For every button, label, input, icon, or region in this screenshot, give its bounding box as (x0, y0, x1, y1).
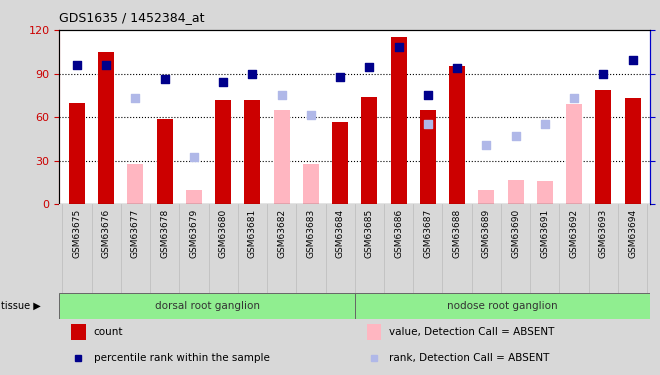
Bar (508, 180, 523, 204)
Bar (98, 52, 114, 204)
Point (393, 45, 404, 51)
Point (452, 65, 463, 71)
Text: count: count (94, 327, 123, 337)
Bar (69, 103, 85, 204)
Text: GSM63678: GSM63678 (160, 209, 169, 258)
Text: value, Detection Call = ABSENT: value, Detection Call = ABSENT (389, 327, 554, 337)
Bar (274, 110, 290, 204)
Text: GSM63676: GSM63676 (102, 209, 111, 258)
Point (364, 64, 375, 70)
Point (569, 95, 579, 101)
Text: GSM63686: GSM63686 (394, 209, 403, 258)
Point (539, 121, 550, 127)
Point (422, 121, 433, 127)
Text: rank, Detection Call = ABSENT: rank, Detection Call = ABSENT (389, 353, 549, 363)
Bar (420, 177, 436, 204)
Bar (355, 292, 650, 319)
Bar (420, 110, 436, 204)
Text: GSM63694: GSM63694 (628, 209, 637, 258)
Text: GSM63692: GSM63692 (570, 209, 579, 258)
Bar (59, 292, 355, 319)
Text: nodose root ganglion: nodose root ganglion (447, 301, 558, 310)
Text: tissue ▶: tissue ▶ (1, 301, 41, 310)
Text: GSM63684: GSM63684 (336, 209, 345, 258)
Bar (332, 122, 348, 204)
Point (72, 62, 82, 68)
Point (218, 80, 228, 86)
Bar (156, 118, 173, 204)
Point (335, 74, 345, 80)
Bar (361, 97, 378, 204)
Text: GSM63685: GSM63685 (365, 209, 374, 258)
Text: GSM63682: GSM63682 (277, 209, 286, 258)
Text: GSM63680: GSM63680 (218, 209, 228, 258)
Point (101, 62, 112, 68)
Bar (391, 37, 407, 204)
Bar (449, 66, 465, 204)
Bar (127, 164, 143, 204)
Text: GSM63679: GSM63679 (189, 209, 199, 258)
Text: GSM63675: GSM63675 (73, 209, 81, 258)
Text: percentile rank within the sample: percentile rank within the sample (94, 353, 269, 363)
Text: GSM63688: GSM63688 (453, 209, 461, 258)
Text: GSM63689: GSM63689 (482, 209, 491, 258)
Text: GSM63687: GSM63687 (423, 209, 432, 258)
Point (189, 154, 199, 160)
Bar (478, 190, 494, 204)
Text: GSM63677: GSM63677 (131, 209, 140, 258)
Point (481, 142, 492, 148)
Text: GDS1635 / 1452384_at: GDS1635 / 1452384_at (59, 11, 205, 24)
Text: GSM63681: GSM63681 (248, 209, 257, 258)
Point (130, 95, 141, 101)
Point (510, 134, 521, 140)
Point (627, 57, 638, 63)
Bar (244, 100, 261, 204)
Text: GSM63690: GSM63690 (511, 209, 520, 258)
Point (422, 92, 433, 98)
Bar (71, 324, 86, 340)
Bar (303, 164, 319, 204)
Bar (215, 100, 231, 204)
Bar (566, 104, 582, 204)
Text: dorsal root ganglion: dorsal root ganglion (154, 301, 259, 310)
Point (247, 70, 257, 76)
Text: GSM63693: GSM63693 (599, 209, 608, 258)
Bar (595, 90, 611, 204)
Text: GSM63683: GSM63683 (306, 209, 315, 258)
Bar (366, 324, 381, 340)
Point (160, 76, 170, 82)
Bar (624, 98, 641, 204)
Bar (537, 181, 553, 204)
Bar (186, 190, 202, 204)
Point (277, 92, 287, 98)
Point (598, 70, 609, 76)
Text: GSM63691: GSM63691 (541, 209, 549, 258)
Point (306, 112, 316, 118)
